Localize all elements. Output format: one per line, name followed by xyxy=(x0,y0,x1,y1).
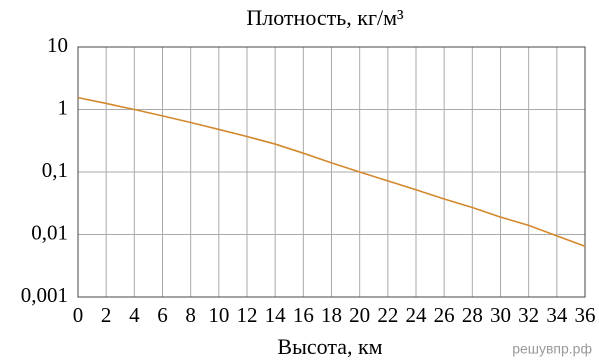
y-tick-label: 1 xyxy=(58,95,69,119)
x-tick-label: 18 xyxy=(321,303,342,327)
x-axis-label: Высота, км xyxy=(277,334,382,359)
x-tick-label: 2 xyxy=(101,303,112,327)
y-tick-label: 0,1 xyxy=(42,158,68,182)
x-tick-label: 26 xyxy=(434,303,455,327)
x-tick-label: 14 xyxy=(265,303,287,327)
data-line xyxy=(77,96,586,247)
plot-frame xyxy=(77,46,586,298)
x-tick-label: 6 xyxy=(157,303,168,327)
x-tick-label: 20 xyxy=(349,303,370,327)
y-tick-label: 0,01 xyxy=(31,220,68,244)
y-tick-label: 0,001 xyxy=(21,283,68,307)
x-tick-label: 36 xyxy=(575,303,596,327)
x-tick-label: 22 xyxy=(377,303,398,327)
x-tick-label: 0 xyxy=(73,303,84,327)
x-tick-label: 10 xyxy=(208,303,229,327)
x-tick-label: 34 xyxy=(546,303,568,327)
x-tick-label: 24 xyxy=(406,303,428,327)
y-tick-label: 10 xyxy=(47,33,68,57)
x-tick-label: 4 xyxy=(129,303,140,327)
watermark: решувпр.рф xyxy=(512,341,592,357)
x-tick-label: 12 xyxy=(237,303,258,327)
x-tick-label: 8 xyxy=(185,303,196,327)
x-tick-label: 28 xyxy=(462,303,483,327)
chart-title: Плотность, кг/м³ xyxy=(246,5,404,30)
x-tick-label: 32 xyxy=(518,303,539,327)
x-tick-label: 30 xyxy=(490,303,511,327)
x-tick-label: 16 xyxy=(293,303,314,327)
